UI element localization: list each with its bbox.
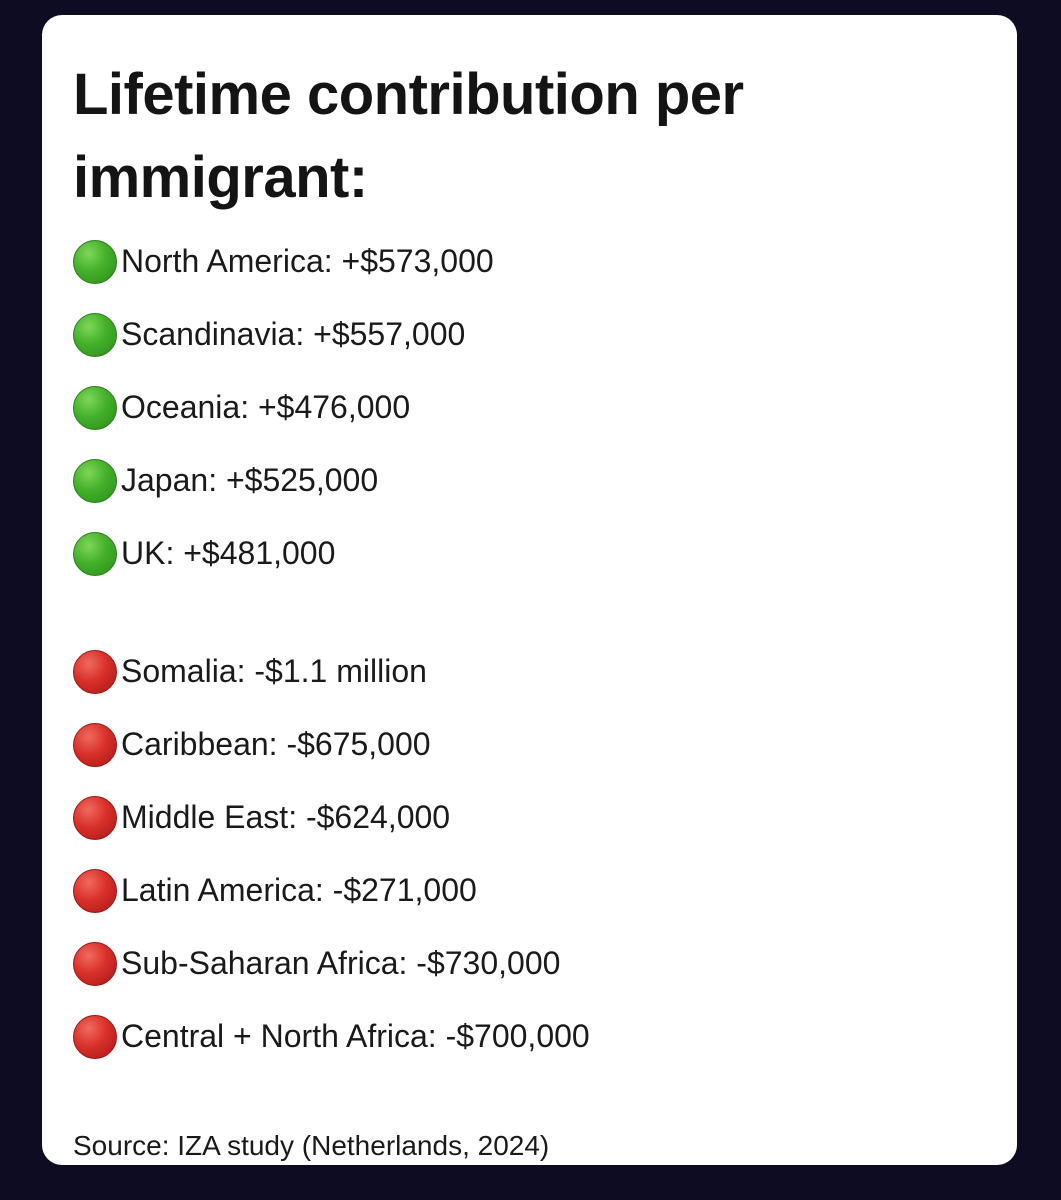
list-item-label: Latin America: -$271,000 <box>121 872 477 908</box>
red-circle-icon <box>73 1014 117 1059</box>
red-circle-icon <box>73 868 117 913</box>
list-item: North America: +$573,000 <box>73 225 494 298</box>
list-item-label: Caribbean: -$675,000 <box>121 726 431 762</box>
green-circle-icon <box>73 385 117 430</box>
list-item-label: Somalia: -$1.1 million <box>121 653 427 689</box>
list-item: Scandinavia: +$557,000 <box>73 298 494 371</box>
list-item: Japan: +$525,000 <box>73 444 494 517</box>
negative-contribution-list: Somalia: -$1.1 million Caribbean: -$675,… <box>73 635 590 1073</box>
page-title: Lifetime contribution per immigrant: <box>73 62 744 210</box>
green-circle-icon <box>73 458 117 503</box>
red-circle-icon <box>73 941 117 986</box>
list-item: Somalia: -$1.1 million <box>73 635 590 708</box>
list-item-label: North America: +$573,000 <box>121 243 494 279</box>
content-card: Lifetime contribution per immigrant: Nor… <box>42 15 1017 1165</box>
list-item-label: Oceania: +$476,000 <box>121 389 411 425</box>
list-item-label: UK: +$481,000 <box>121 535 336 571</box>
source-note: Source: IZA study (Netherlands, 2024) <box>73 1130 550 1161</box>
green-circle-icon <box>73 531 117 576</box>
positive-contribution-list: North America: +$573,000 Scandinavia: +$… <box>73 225 494 590</box>
green-circle-icon <box>73 239 117 284</box>
red-circle-icon <box>73 722 117 767</box>
red-circle-icon <box>73 649 117 694</box>
red-circle-icon <box>73 795 117 840</box>
list-item: Sub-Saharan Africa: -$730,000 <box>73 927 590 1000</box>
list-item: Caribbean: -$675,000 <box>73 708 590 781</box>
list-item-label: Japan: +$525,000 <box>121 462 379 498</box>
green-circle-icon <box>73 312 117 357</box>
list-item: Latin America: -$271,000 <box>73 854 590 927</box>
list-item-label: Sub-Saharan Africa: -$730,000 <box>121 945 561 981</box>
list-item-label: Central + North Africa: -$700,000 <box>121 1018 590 1054</box>
list-item: Oceania: +$476,000 <box>73 371 494 444</box>
list-item: Middle East: -$624,000 <box>73 781 590 854</box>
list-item: Central + North Africa: -$700,000 <box>73 1000 590 1073</box>
list-item-label: Scandinavia: +$557,000 <box>121 316 466 352</box>
list-item: UK: +$481,000 <box>73 517 494 590</box>
list-item-label: Middle East: -$624,000 <box>121 799 451 835</box>
